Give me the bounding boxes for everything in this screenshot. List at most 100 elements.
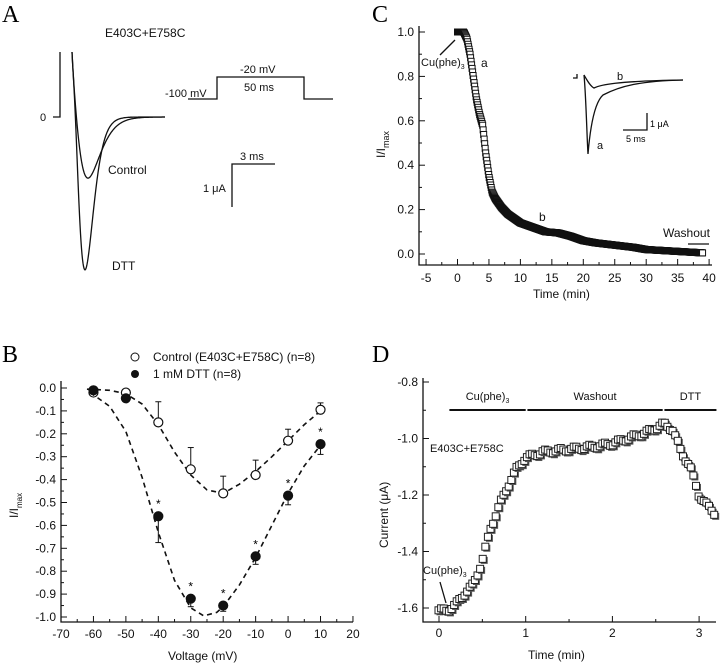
y-tick-label: -0.1 [35,404,56,418]
data-point-dtt [315,439,326,450]
legend-dtt: 1 mM DTT (n=8) [153,367,241,381]
x-tick-label: 0 [436,626,443,640]
x-tick-label: -50 [117,627,135,641]
zero-label: 0 [40,112,46,124]
inset-label-a: a [597,140,604,152]
plot-c: -5 0 5 10 15 20 25 30 35 40 0.0 0.2 0.4 0.6 0.8 1.0 [397,25,716,285]
data-point-dtt [120,393,131,404]
inset-scale-current: 1 μA [650,119,669,129]
y-label-sub: max [15,493,24,508]
x-axis-label-d: Time (min) [528,648,585,662]
x-tick-label: 30 [640,271,654,285]
y-tick-label: -1.0 [397,432,418,446]
x-tick-label: -10 [247,627,265,641]
axes-d [422,378,716,623]
data-point [489,519,498,528]
cuphe-arrow [439,39,456,56]
y-tick-label: -0.8 [397,375,418,389]
y-tick-label: 1.0 [397,25,414,39]
panel-label-a: A [2,2,20,28]
voltage-protocol [188,76,333,100]
y-tick-label: -0.5 [35,496,56,510]
panel-d: D 0 1 2 3-0.8-1.0-1.2-1.4-1.6Cu(phe)3 Washou… [372,342,720,662]
x-tick-label: 25 [608,271,622,285]
x-tick-label: 10 [514,271,528,285]
x-tick-label: 5 [486,271,493,285]
y-tick-label: 0.0 [397,247,414,261]
treatment-label-sub: 3 [505,398,509,405]
y-axis-label-d: Current (μA) [377,482,391,548]
data-point [699,249,707,257]
x-tick-label: 15 [545,271,559,285]
cuphe-arrow-label-d: Cu(phe)3 [423,565,467,579]
treatment-label: Cu(phe)3 [466,391,510,405]
treatment-label-main: Washout [574,391,617,403]
x-axis-label-c: Time (min) [533,287,590,301]
y-label-main: I/I [7,508,21,518]
holding-potential-label: -100 mV [165,88,207,100]
y-axis-label-b: I/Imax [7,493,24,518]
panel-c: C -5 0 5 10 15 20 25 30 35 40 0.0 0.2 0.4 0.6 0.8 1.0 I… [372,2,716,301]
data-point-dtt [185,593,196,604]
data-point-control [153,417,164,428]
y-tick-label: 0.0 [39,381,56,395]
data-point [483,532,492,541]
x-axis-label-b: Voltage (mV) [168,649,237,663]
construct-label-d: E403C+E758C [430,443,504,455]
y-tick-label: 0.2 [397,203,414,217]
data-point-dtt [153,511,164,522]
cuphe-sub: 3 [461,64,465,71]
treatment-label-main: Cu(phe) [466,391,506,403]
y-tick-label: 0.4 [397,158,414,172]
cuphe-sub: 3 [463,572,467,579]
trace-dtt [71,51,165,271]
data-point [494,503,503,512]
cuphe-annotation-c: Cu(phe)3 [421,57,465,71]
data-point-dtt [282,490,294,501]
x-tick-label: -40 [150,627,168,641]
data-point-control [250,469,261,481]
step-duration-label: 50 ms [244,82,274,94]
y-tick-label: -0.9 [35,587,56,601]
y-tick-label: -1.0 [35,610,56,624]
data-point [673,436,682,445]
zero-baseline-marker [53,52,61,118]
x-tick-label: 1 [522,626,529,640]
data-point-dtt [88,385,99,396]
data-point-control [282,435,294,446]
x-tick-label: 10 [314,627,328,641]
plot-d: 0 1 2 3-0.8-1.0-1.2-1.4-1.6Cu(phe)3 Washout D… [397,375,720,640]
x-tick-label: -30 [182,627,200,641]
y-tick-label: -0.2 [35,427,56,441]
treatment-label: DTT [680,391,702,403]
data-point [710,510,719,519]
y-tick-label: -0.8 [35,564,56,578]
treatment-label-main: DTT [680,391,702,403]
data-point-control [185,464,196,475]
cuphe-text: Cu(phe) [421,57,461,69]
data-point-control [218,488,229,499]
inset-zero-marker [573,74,578,79]
axes-b [60,381,353,623]
data-point [689,471,698,480]
y-tick-label: 0.8 [397,69,414,83]
step-potential-label: -20 mV [240,64,276,76]
x-tick-label: 35 [671,271,685,285]
scale-bar [231,163,275,207]
y-tick-label: -1.6 [397,601,418,615]
current-traces [71,51,165,271]
y-tick-label: -0.3 [35,450,56,464]
point-b-label: b [539,210,546,224]
inset-trace-b [583,74,684,89]
panel-label-b: B [2,342,18,368]
scale-current-label: 1 μA [203,183,227,195]
inset-traces: b a 1 μA 5 ms [573,71,684,155]
control-trace-label: Control [108,163,147,177]
trace-control [71,51,165,179]
panel-a: A E403C+E758C 0 Control DTT -100 mV -20 … [2,2,333,273]
data-point [691,481,700,490]
data-point [676,444,685,453]
plot-b: -70 -60 -50 -40 -30 -20 -10 0 10 20 0.0 -0.1 -0.2 -0.… [35,381,360,641]
panel-label-d: D [372,342,389,368]
significance-asterisk: * [286,477,291,491]
